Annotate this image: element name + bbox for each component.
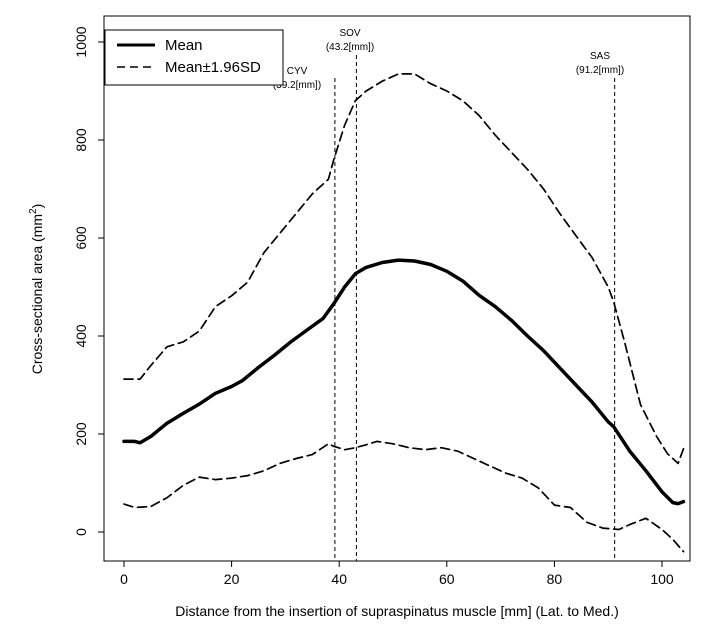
y-tick-label: 400 (73, 324, 89, 348)
reference-lines (334, 55, 616, 561)
annotation-sas-name: SAS (590, 51, 610, 62)
reference-line-labels: CYV (39.2[mm]) SOV (43.2[mm]) SAS (91.2[mm]) (273, 28, 624, 91)
annotation-cyv-name: CYV (287, 66, 308, 77)
annotation-sas-value: (91.2[mm]) (576, 65, 624, 76)
x-tick-label: 100 (650, 571, 674, 587)
y-axis-title: Cross-sectional area (mm2) (28, 204, 45, 375)
y-tick-label: 0 (73, 528, 89, 536)
series-mean-1-96sd (123, 440, 685, 553)
series-lines (122, 73, 686, 553)
series-mean (122, 258, 686, 506)
x-tick-label: 20 (224, 571, 240, 587)
annotation-sov-name: SOV (339, 28, 360, 39)
annotation-cyv-value: (39.2[mm]) (273, 80, 321, 91)
legend: Mean Mean±1.96SD (104, 29, 284, 86)
legend-box (104, 29, 284, 86)
y-tick-label: 200 (73, 422, 89, 446)
x-tick-label: 40 (331, 571, 347, 587)
x-axis: 0 20 40 60 80 100 (120, 561, 674, 587)
x-axis-title: Distance from the insertion of supraspin… (175, 603, 619, 619)
x-tick-label: 60 (439, 571, 455, 587)
x-tick-label: 0 (120, 571, 128, 587)
legend-sd-label: Mean±1.96SD (165, 59, 261, 76)
legend-mean-label: Mean (165, 37, 203, 54)
y-tick-label: 1000 (73, 26, 89, 57)
series-mean-1-96sd (123, 73, 685, 465)
y-axis: 0 200 400 600 800 1000 (73, 26, 104, 536)
y-tick-label: 600 (73, 226, 89, 250)
plot-frame (103, 15, 691, 562)
plot-area (103, 15, 691, 562)
x-tick-label: 80 (547, 571, 563, 587)
y-tick-label: 800 (73, 128, 89, 152)
annotation-sov-value: (43.2[mm]) (326, 42, 374, 53)
